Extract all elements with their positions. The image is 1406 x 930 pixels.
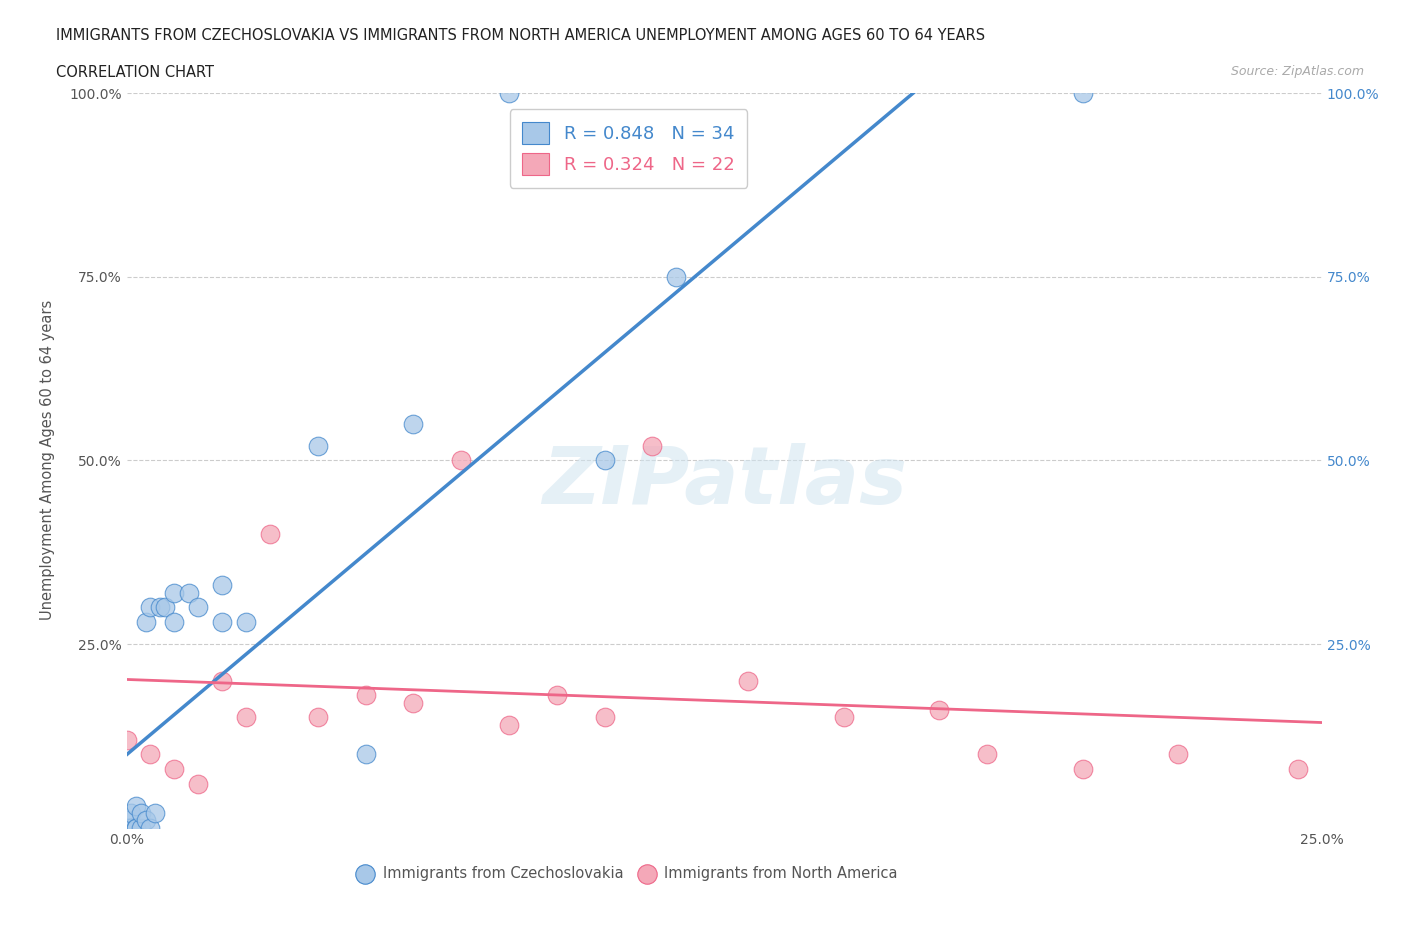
Point [402, 696, 425, 711]
Point [1167, 747, 1189, 762]
Point [135, 615, 157, 630]
Point [1286, 762, 1309, 777]
Point [187, 777, 209, 791]
Point [498, 86, 520, 100]
Text: ZIPatlas: ZIPatlas [541, 444, 907, 522]
Point [1071, 762, 1094, 777]
Point [402, 417, 425, 432]
Point [125, 820, 148, 835]
Point [163, 762, 186, 777]
Point [498, 717, 520, 732]
Point [211, 673, 233, 688]
Point [120, 805, 142, 820]
Point [177, 585, 200, 600]
Point [235, 711, 257, 725]
Point [120, 820, 142, 835]
Point [976, 747, 998, 762]
Point [235, 615, 257, 630]
Point [593, 453, 616, 468]
Point [139, 747, 162, 762]
Point [665, 270, 688, 285]
Point [546, 688, 568, 703]
Point [120, 820, 142, 835]
Point [115, 813, 138, 828]
Point [163, 615, 186, 630]
Point [641, 438, 664, 453]
Point [450, 453, 472, 468]
Text: CORRELATION CHART: CORRELATION CHART [56, 65, 214, 80]
Point [125, 798, 148, 813]
Text: IMMIGRANTS FROM CZECHOSLOVAKIA VS IMMIGRANTS FROM NORTH AMERICA UNEMPLOYMENT AMO: IMMIGRANTS FROM CZECHOSLOVAKIA VS IMMIGR… [56, 28, 986, 43]
Point [153, 600, 176, 615]
Point [115, 820, 138, 835]
Point [211, 578, 233, 592]
Point [135, 813, 157, 828]
Point [187, 600, 209, 615]
Point [354, 747, 377, 762]
Point [211, 615, 233, 630]
Point [139, 820, 162, 835]
Legend: Immigrants from Czechoslovakia, Immigrants from North America: Immigrants from Czechoslovakia, Immigran… [353, 860, 904, 886]
Point [115, 732, 138, 747]
Y-axis label: Unemployment Among Ages 60 to 64 years: Unemployment Among Ages 60 to 64 years [41, 300, 55, 620]
Text: Source: ZipAtlas.com: Source: ZipAtlas.com [1230, 65, 1364, 78]
Point [115, 820, 138, 835]
Point [259, 526, 281, 541]
Point [149, 600, 172, 615]
Point [129, 820, 152, 835]
Point [354, 688, 377, 703]
Point [115, 820, 138, 835]
Point [139, 600, 162, 615]
Point [1071, 86, 1094, 100]
Point [307, 711, 329, 725]
Point [129, 805, 152, 820]
Point [143, 805, 166, 820]
Point [737, 673, 759, 688]
Point [115, 820, 138, 835]
Point [928, 703, 950, 718]
Point [593, 711, 616, 725]
Point [307, 438, 329, 453]
Point [125, 820, 148, 835]
Point [832, 711, 855, 725]
Point [163, 585, 186, 600]
